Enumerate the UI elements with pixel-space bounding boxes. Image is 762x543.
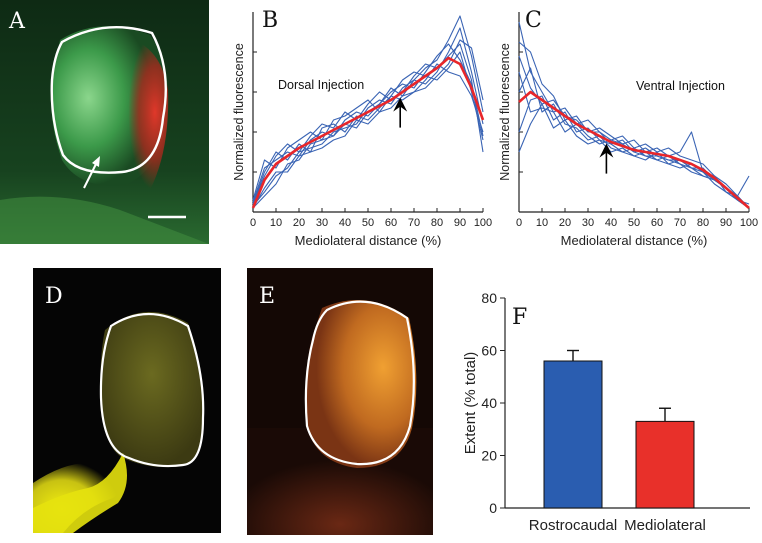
individual-series-line bbox=[518, 103, 750, 209]
x-tick-label: 60 bbox=[385, 217, 397, 229]
panel-label-f: F bbox=[512, 305, 528, 330]
y-tick-label: 80 bbox=[481, 290, 497, 306]
y-axis-label: Extent (% total) bbox=[462, 352, 479, 455]
individual-series-line bbox=[252, 51, 484, 201]
x-axis-label: Mediolateral distance (%) bbox=[561, 233, 708, 248]
x-tick-label: 0 bbox=[516, 217, 522, 229]
panel-label-c: C bbox=[525, 8, 542, 33]
x-tick-label: 100 bbox=[740, 217, 758, 229]
x-tick-label: 10 bbox=[270, 217, 282, 229]
y-tick-label: 40 bbox=[481, 395, 497, 411]
panel-c-chart: 0 10 20 30 40 50 60 70 80 90 100 Mediolateral dista… bbox=[492, 0, 762, 252]
x-tick-label: 100 bbox=[474, 217, 492, 229]
panel-label-d: D bbox=[45, 284, 63, 309]
individual-series-line bbox=[252, 27, 484, 207]
individual-series-line bbox=[518, 41, 750, 209]
x-tick-label: 70 bbox=[674, 217, 686, 229]
y-axis-label: Normalized fluorescence bbox=[232, 43, 246, 181]
region-outline bbox=[304, 300, 415, 466]
mean-series-line bbox=[518, 90, 750, 209]
region-outline bbox=[50, 26, 167, 174]
x-tick-label: 50 bbox=[362, 217, 374, 229]
x-axis-label: Mediolateral distance (%) bbox=[295, 233, 442, 248]
mean-series-line bbox=[251, 56, 485, 209]
arrow-head bbox=[599, 143, 614, 158]
arrow-head bbox=[393, 97, 408, 112]
x-tick-label: 60 bbox=[651, 217, 663, 229]
panel-a-micrograph: A bbox=[0, 0, 209, 244]
x-tick-label: 80 bbox=[431, 217, 443, 229]
category-label: Rostrocaudal bbox=[529, 517, 617, 534]
panel-label-a: A bbox=[9, 9, 25, 34]
x-tick-label: 40 bbox=[339, 217, 351, 229]
panel-label-b: B bbox=[262, 8, 279, 33]
x-tick-label: 10 bbox=[536, 217, 548, 229]
individual-series-line bbox=[518, 55, 750, 205]
bar bbox=[635, 420, 695, 509]
y-tick-label: 60 bbox=[481, 343, 497, 359]
bar bbox=[543, 360, 603, 509]
x-tick-label: 20 bbox=[293, 217, 305, 229]
panel-d-micrograph: D bbox=[33, 268, 221, 533]
chart-annotation: Dorsal Injection bbox=[278, 78, 364, 92]
category-label: Mediolateral bbox=[624, 517, 706, 534]
x-tick-label: 90 bbox=[720, 217, 732, 229]
panel-f-chart: 0 20 40 60 80 Extent (% total) Rostrocaudal Med… bbox=[460, 280, 762, 538]
y-axis-label: Normalized fluorescence bbox=[498, 43, 512, 181]
chart-annotation: Ventral Injection bbox=[636, 79, 725, 93]
individual-series-line bbox=[252, 39, 484, 209]
x-tick-label: 0 bbox=[250, 217, 256, 229]
x-tick-label: 80 bbox=[697, 217, 709, 229]
panel-b-chart: 0 10 20 30 40 50 60 70 80 90 100 Mediolateral dista… bbox=[226, 0, 496, 252]
panel-e-micrograph: E bbox=[247, 268, 433, 535]
x-tick-label: 20 bbox=[559, 217, 571, 229]
x-tick-label: 30 bbox=[316, 217, 328, 229]
region-outline bbox=[99, 312, 205, 468]
x-tick-label: 90 bbox=[454, 217, 466, 229]
y-tick-label: 0 bbox=[489, 500, 497, 516]
x-tick-label: 40 bbox=[605, 217, 617, 229]
x-tick-label: 50 bbox=[628, 217, 640, 229]
x-tick-label: 30 bbox=[582, 217, 594, 229]
x-tick-label: 70 bbox=[408, 217, 420, 229]
panel-label-e: E bbox=[259, 284, 276, 309]
y-tick-label: 20 bbox=[481, 448, 497, 464]
